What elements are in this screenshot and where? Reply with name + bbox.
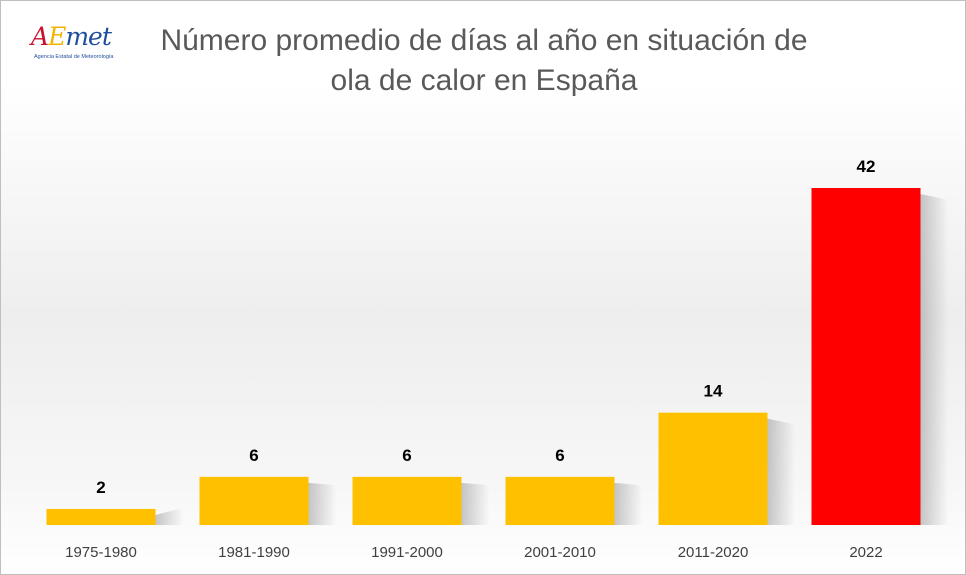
data-label-1991-2000: 6	[402, 446, 411, 465]
bar-2001-2010	[505, 476, 615, 525]
bar-shadow	[461, 482, 490, 525]
x-tick-label-2011-2020: 2011-2020	[678, 544, 749, 561]
x-tick-label-1975-1980: 1975-1980	[65, 544, 137, 561]
bar-2022	[811, 188, 921, 525]
logo-wordmark: AEmet	[31, 22, 112, 51]
bar-1975-1980	[46, 508, 156, 525]
x-tick-label-1991-2000: 1991-2000	[371, 544, 443, 561]
bar-shadow	[155, 507, 184, 525]
data-label-1975-1980: 2	[96, 478, 105, 497]
data-label-2022: 42	[857, 157, 876, 176]
bar-shadow	[767, 418, 796, 525]
data-label-1981-1990: 6	[249, 446, 258, 465]
data-label-2001-2010: 6	[555, 446, 564, 465]
bar-shadow	[614, 482, 643, 525]
bar-1981-1990	[199, 476, 309, 525]
bar-2011-2020	[658, 412, 768, 525]
bar-shadow	[308, 482, 337, 525]
x-tick-label-1981-1990: 1981-1990	[218, 544, 290, 561]
x-tick-label-2001-2010: 2001-2010	[524, 544, 596, 561]
logo-subtitle: Agencia Estatal de Meteorología	[34, 54, 114, 60]
bar-shadow	[920, 194, 949, 525]
chart-title-line-2: ola de calor en España	[330, 64, 638, 97]
aemet-logo: AEmet Agencia Estatal de Meteorología	[31, 22, 114, 67]
chart-title-line-1: Número promedio de días al año en situac…	[160, 24, 808, 57]
chart-title: Número promedio de días al año en situac…	[101, 21, 867, 101]
data-label-2011-2020: 14	[704, 382, 723, 401]
bar-1991-2000	[352, 476, 462, 525]
x-tick-label-2022: 2022	[849, 544, 882, 561]
